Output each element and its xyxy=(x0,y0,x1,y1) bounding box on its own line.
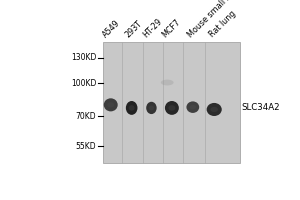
Ellipse shape xyxy=(161,80,174,85)
Ellipse shape xyxy=(104,98,118,111)
Text: 70KD: 70KD xyxy=(76,112,96,121)
Ellipse shape xyxy=(107,102,114,107)
Ellipse shape xyxy=(207,103,222,116)
Ellipse shape xyxy=(126,101,137,115)
Text: A549: A549 xyxy=(101,18,122,39)
Ellipse shape xyxy=(165,101,179,115)
Text: Mouse small intestine: Mouse small intestine xyxy=(186,0,254,39)
Text: Rat lung: Rat lung xyxy=(208,9,238,39)
Text: 293T: 293T xyxy=(123,19,143,39)
Ellipse shape xyxy=(146,102,157,114)
Text: 100KD: 100KD xyxy=(71,79,96,88)
Ellipse shape xyxy=(186,101,199,113)
Bar xyxy=(103,42,240,163)
Text: 55KD: 55KD xyxy=(76,142,96,151)
Ellipse shape xyxy=(190,105,196,109)
Ellipse shape xyxy=(168,105,175,111)
Ellipse shape xyxy=(149,105,154,110)
Ellipse shape xyxy=(129,105,135,111)
Text: MCF7: MCF7 xyxy=(160,17,182,39)
Text: SLC34A2: SLC34A2 xyxy=(241,103,280,112)
Ellipse shape xyxy=(210,107,218,112)
Text: HT-29: HT-29 xyxy=(142,17,164,39)
Text: 130KD: 130KD xyxy=(71,53,96,62)
